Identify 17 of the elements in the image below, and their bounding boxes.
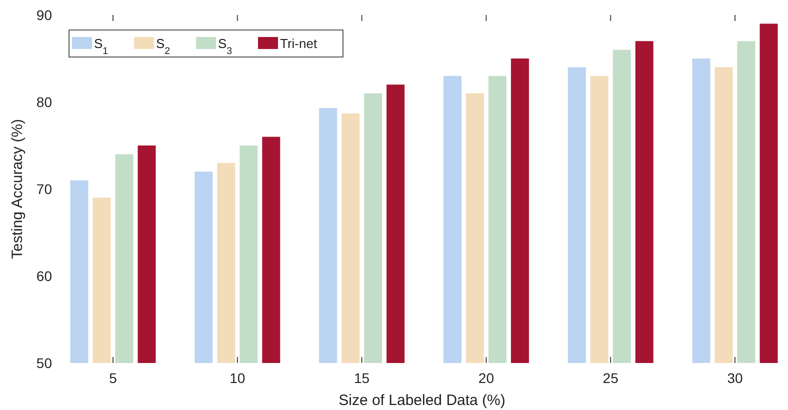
legend-label: S$_{1}$ xyxy=(94,36,108,56)
x-tick-label: 20 xyxy=(478,370,494,386)
y-tick-label: 70 xyxy=(36,180,52,197)
y-tick-label: 80 xyxy=(36,94,52,110)
y-tick-label: 90 xyxy=(36,6,52,23)
y-tick-label: 60 xyxy=(36,268,52,284)
x-tick-label: 30 xyxy=(727,370,743,386)
x-tick-label: 15 xyxy=(354,370,370,386)
x-tick-label: 10 xyxy=(230,370,246,386)
y-tick-label: 50 xyxy=(36,354,52,371)
y-axis-title: Testing Accuracy (%) xyxy=(9,118,26,260)
x-tick-label: 5 xyxy=(109,370,118,386)
legend-label: Tri-net xyxy=(280,36,318,51)
legend-label: S$_{3}$ xyxy=(218,36,232,56)
legend-label: S$_{2}$ xyxy=(156,36,170,56)
x-tick-label: 25 xyxy=(602,370,619,386)
x-axis-title: Size of Labeled Data (%) xyxy=(338,392,506,409)
